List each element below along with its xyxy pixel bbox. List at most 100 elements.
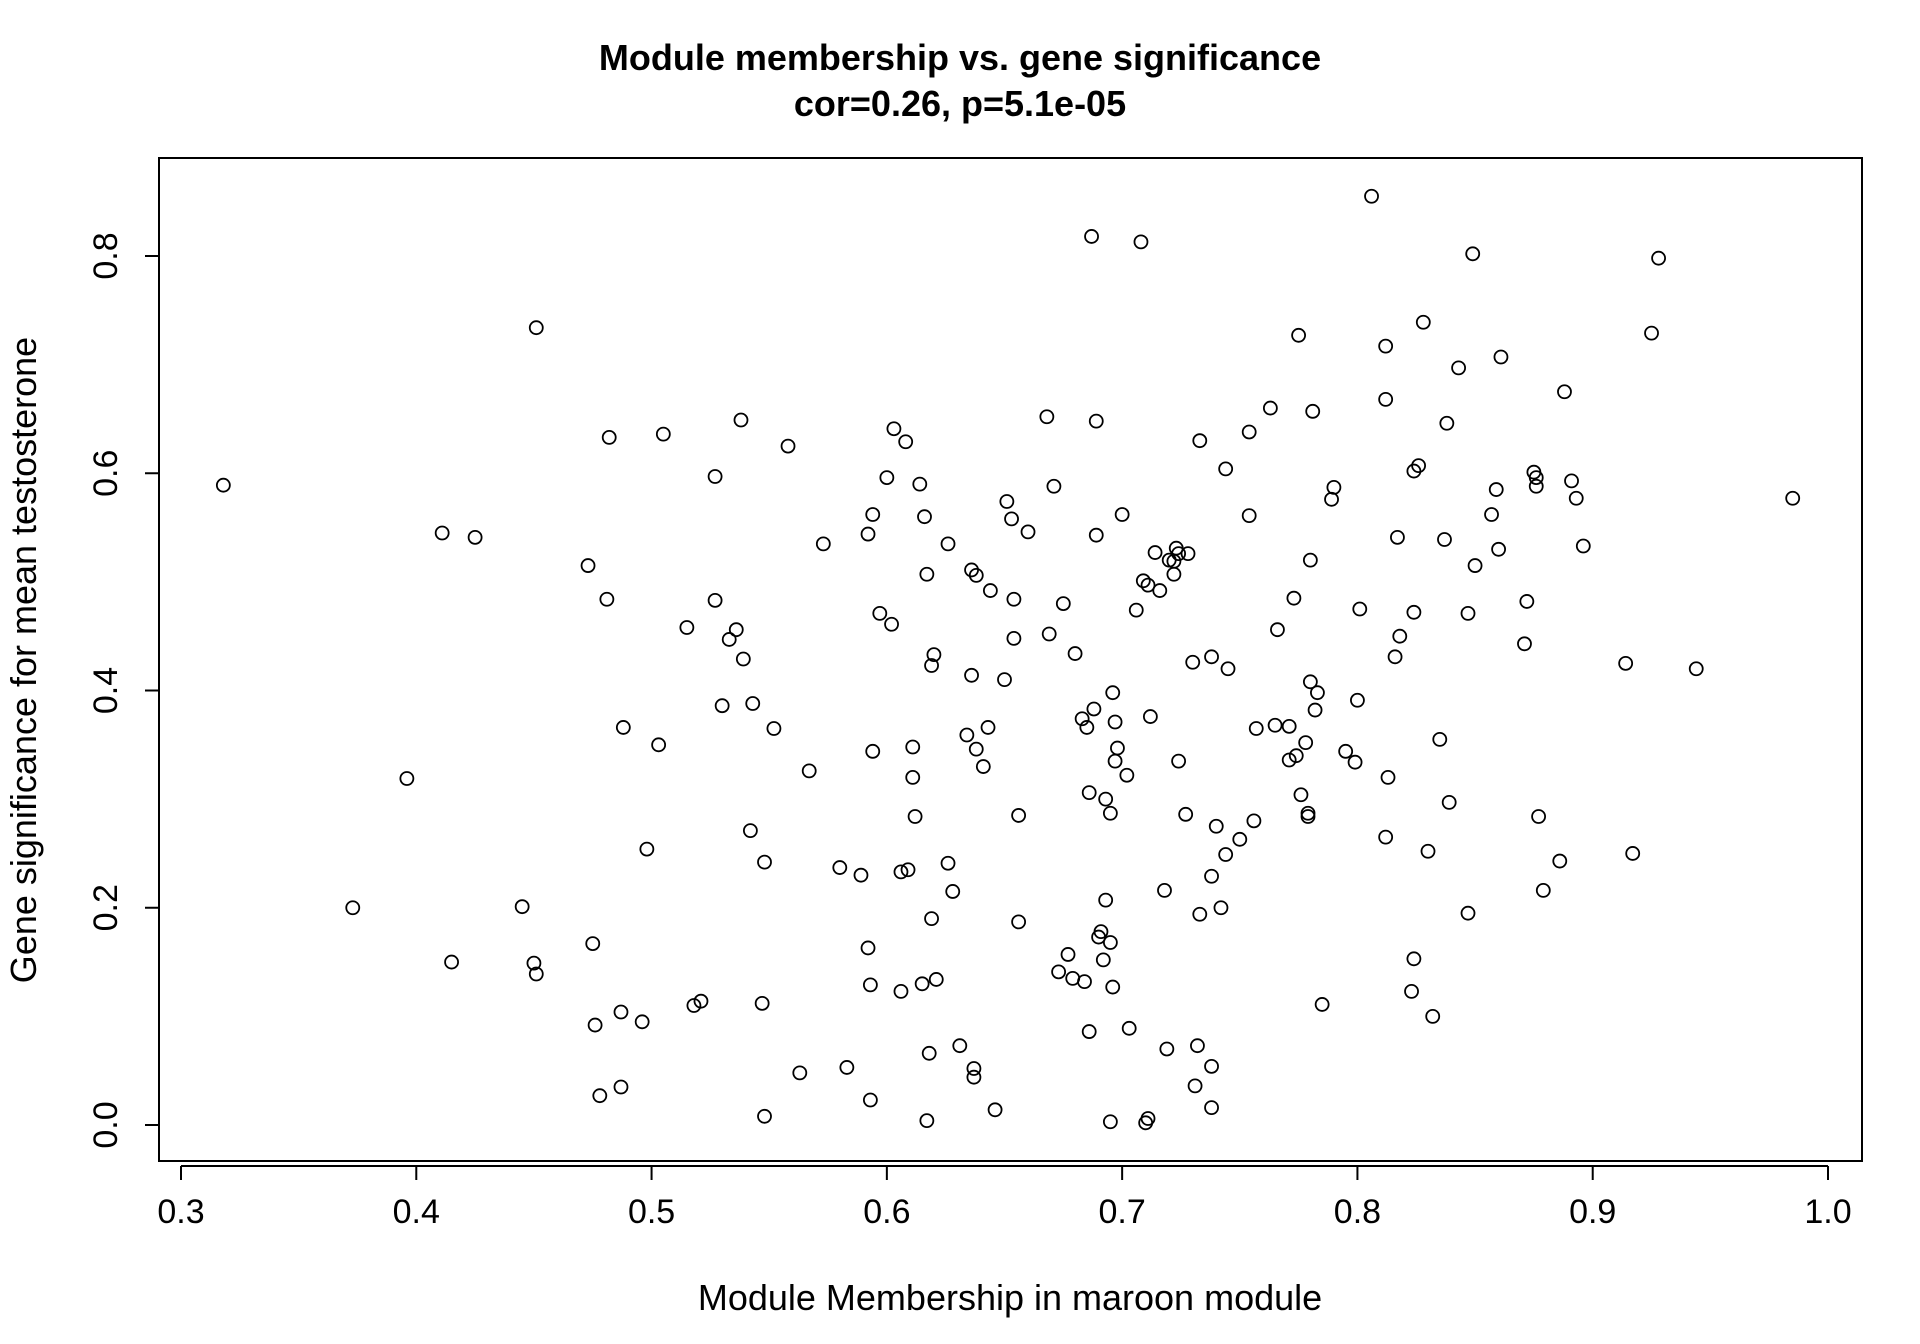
data-point — [1288, 748, 1304, 764]
data-point — [1465, 246, 1481, 262]
x-tick-label: 0.6 — [863, 1193, 910, 1231]
data-point — [733, 412, 749, 428]
data-point — [757, 854, 772, 870]
x-axis-label: Module Membership in maroon module — [698, 1277, 1322, 1318]
data-points — [215, 188, 1801, 1131]
data-point — [1439, 415, 1455, 431]
data-point — [1218, 847, 1234, 862]
data-point — [1392, 628, 1408, 644]
data-point — [1246, 813, 1262, 829]
data-point — [1039, 409, 1055, 425]
data-point — [1128, 602, 1144, 618]
data-point — [1119, 767, 1135, 783]
data-point — [766, 721, 782, 736]
data-point — [1140, 577, 1156, 593]
data-point — [1298, 735, 1314, 751]
y-tick-label: 0.6 — [87, 450, 125, 497]
data-point — [1020, 524, 1036, 540]
data-point — [1437, 532, 1452, 547]
data-point — [1380, 770, 1396, 785]
data-point — [780, 438, 796, 454]
data-point — [1262, 400, 1278, 416]
data-point — [1651, 250, 1666, 266]
data-point — [1488, 482, 1504, 497]
data-point — [215, 477, 231, 493]
data-point — [815, 536, 831, 552]
x-tick-label: 0.4 — [393, 1193, 440, 1231]
data-point — [1378, 338, 1394, 354]
data-point — [982, 583, 998, 598]
data-point — [1406, 604, 1422, 620]
data-point — [714, 698, 730, 714]
data-point — [1213, 900, 1229, 916]
data-point — [1088, 413, 1104, 429]
x-axis: 0.3 0.4 0.5 0.6 0.7 0.8 0.9 1.0 — [157, 1165, 1852, 1231]
data-point — [884, 616, 899, 632]
data-point — [860, 526, 876, 542]
data-point — [1618, 655, 1634, 671]
data-point — [1326, 479, 1342, 495]
data-point — [1093, 924, 1109, 940]
data-point — [1535, 882, 1551, 898]
data-point — [1467, 558, 1483, 573]
data-point — [1102, 1114, 1118, 1130]
data-point — [728, 622, 744, 638]
data-point — [1081, 785, 1097, 801]
data-point — [964, 667, 979, 683]
data-point — [1152, 583, 1168, 598]
data-point — [1204, 868, 1219, 884]
data-point — [1644, 325, 1659, 341]
data-point — [1352, 601, 1368, 617]
data-point — [1484, 507, 1499, 522]
data-point — [1171, 546, 1187, 562]
data-point — [980, 720, 996, 735]
data-point — [1441, 794, 1457, 810]
data-point — [801, 763, 817, 779]
data-point — [1142, 709, 1158, 724]
data-point — [639, 841, 655, 857]
data-point — [679, 620, 695, 635]
data-point — [792, 1065, 808, 1081]
data-point — [1432, 731, 1448, 747]
data-point — [467, 529, 483, 545]
data-point — [580, 558, 596, 573]
data-point — [1291, 327, 1307, 343]
data-point — [1084, 229, 1099, 244]
data-point — [860, 940, 876, 956]
data-point — [1185, 654, 1201, 670]
data-point — [865, 743, 881, 759]
data-point — [1204, 649, 1219, 665]
data-point — [905, 739, 921, 755]
data-point — [1528, 478, 1544, 494]
data-point — [919, 566, 935, 582]
data-point — [1302, 674, 1318, 690]
data-point — [1060, 947, 1076, 962]
data-point — [1098, 791, 1114, 807]
data-point — [1051, 964, 1067, 980]
data-point — [1564, 473, 1579, 489]
data-point — [1107, 753, 1123, 769]
data-point — [1208, 818, 1224, 834]
y-tick-label: 0.4 — [87, 667, 125, 714]
data-point — [613, 1004, 629, 1020]
data-point — [1460, 905, 1476, 921]
data-point — [1086, 701, 1102, 717]
data-point — [754, 995, 770, 1011]
data-point — [1364, 188, 1379, 204]
data-point — [959, 727, 975, 743]
data-point — [975, 759, 991, 774]
data-point — [1204, 1100, 1219, 1116]
data-point — [1300, 809, 1316, 824]
data-point — [1517, 636, 1532, 652]
data-point — [879, 470, 895, 485]
data-point — [1324, 491, 1339, 507]
data-point — [1350, 692, 1365, 708]
data-point — [1241, 424, 1257, 440]
data-point — [1420, 843, 1436, 859]
data-point — [745, 696, 761, 711]
data-point — [926, 647, 942, 663]
data-point — [1192, 433, 1208, 449]
y-tick-label: 0.8 — [87, 232, 125, 279]
data-point — [587, 1017, 603, 1033]
